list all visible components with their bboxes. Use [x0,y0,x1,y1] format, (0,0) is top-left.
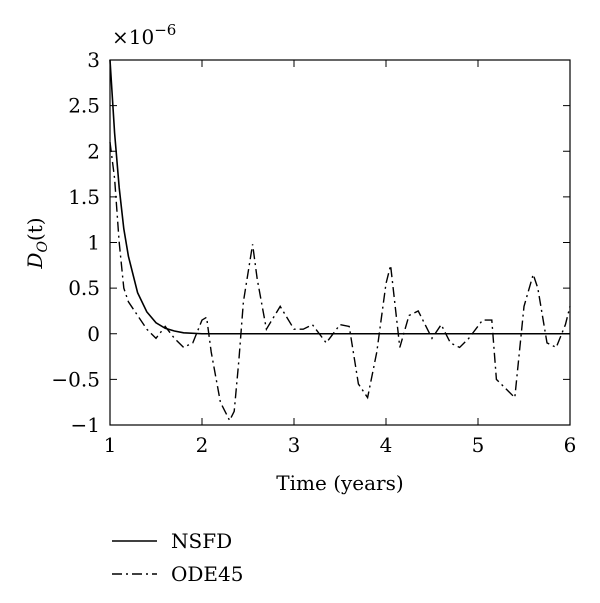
x-tick-label: 1 [104,433,117,457]
y-axis-label-main: D [23,253,47,270]
y-axis-multiplier: ×10−6 [112,21,176,49]
series-line-ode45 [109,142,571,422]
y-tick-label: −1 [71,413,100,437]
legend-label-ode45: ODE45 [171,562,243,586]
series-line-nsfd [109,59,570,335]
y-tick-label: 2 [87,139,100,163]
x-tick-label: 5 [472,433,485,457]
x-tick-label: 6 [564,433,577,457]
x-axis-label: Time (years) [276,471,403,495]
axis-ticks [109,59,571,426]
legend-label-nsfd: NSFD [171,529,232,553]
x-tick-label: 4 [380,433,393,457]
plot-series [109,59,571,422]
axis-tick-labels: 1 2 3 4 5 6 −1 −0.5 0 0.5 1 1.5 2 2.5 3 [51,48,576,457]
y-axis-label-tail: (t) [23,217,47,241]
y-tick-label: 0.5 [68,276,100,300]
y-tick-label: 0 [87,322,100,346]
y-tick-label: 1 [87,231,100,255]
y-tick-label: −0.5 [51,367,100,391]
x-tick-label: 2 [196,433,209,457]
y-tick-label: 2.5 [68,94,100,118]
y-tick-label: 3 [87,48,100,72]
y-axis-label: DO(t) [23,217,51,269]
plot-area-frame [109,59,571,426]
y-tick-label: 1.5 [68,185,100,209]
legend: NSFD ODE45 [112,529,243,586]
x-tick-label: 3 [288,433,301,457]
y-multiplier-base: ×10 [112,25,154,49]
y-multiplier-exponent: −6 [154,21,176,39]
y-axis-label-subscript: O [35,241,51,253]
